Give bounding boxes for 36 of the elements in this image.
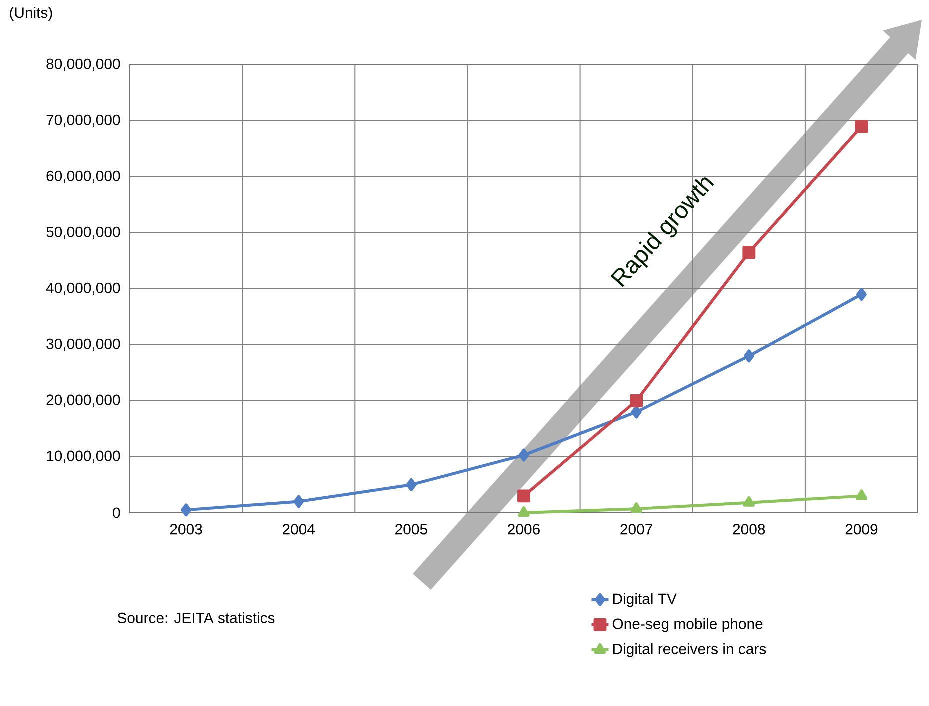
point bbox=[856, 288, 867, 302]
legend-label: Digital TV bbox=[613, 593, 677, 608]
point bbox=[518, 448, 530, 462]
point bbox=[631, 406, 642, 419]
point bbox=[743, 496, 755, 507]
y-tick-label: 50,000,000 bbox=[46, 226, 120, 240]
point bbox=[855, 120, 868, 134]
y-tick-label: 20,000,000 bbox=[46, 394, 120, 408]
x-tick-label: 2005 bbox=[396, 524, 428, 535]
legend-label: Digital receivers in cars bbox=[613, 643, 766, 658]
y-tick-label: 30,000,000 bbox=[46, 338, 120, 352]
y-tick-label: 0 bbox=[113, 508, 120, 518]
point bbox=[406, 478, 417, 492]
point bbox=[742, 246, 756, 260]
point bbox=[630, 394, 644, 408]
point bbox=[744, 350, 754, 363]
point bbox=[518, 506, 530, 517]
x-tick-label: 2007 bbox=[620, 524, 652, 535]
point bbox=[518, 490, 530, 503]
point bbox=[856, 490, 868, 500]
point bbox=[294, 495, 304, 508]
y-tick-label: 40,000,000 bbox=[46, 282, 120, 296]
y-tick-label: 80,000,000 bbox=[46, 58, 120, 72]
x-tick-label: 2006 bbox=[508, 524, 540, 535]
x-tick-label: 2004 bbox=[282, 524, 316, 535]
y-axis-title: (Units) bbox=[10, 7, 52, 22]
point bbox=[630, 502, 642, 514]
x-tick-label: 2003 bbox=[170, 524, 202, 535]
y-tick-label: 10,000,000 bbox=[47, 450, 120, 464]
y-tick-label: 70,000,000 bbox=[46, 114, 120, 128]
point bbox=[181, 504, 192, 517]
y-tick-label: 60,000,000 bbox=[46, 170, 120, 184]
x-tick-label: 2008 bbox=[733, 524, 766, 535]
legend-label: One-seg mobile phone bbox=[612, 618, 763, 632]
x-tick-label: 2009 bbox=[846, 524, 878, 535]
source-note: Source: JEITA statistics bbox=[118, 612, 275, 624]
